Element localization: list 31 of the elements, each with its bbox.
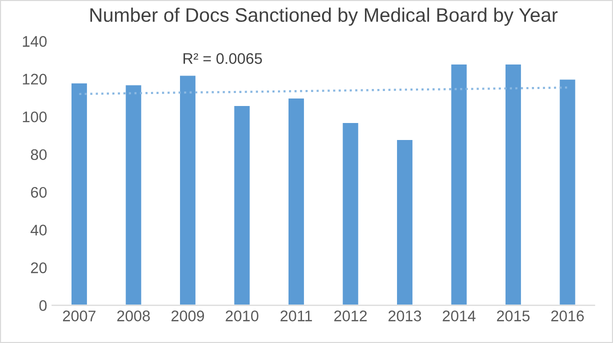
y-tick-label: 0 [39, 300, 47, 311]
bar [450, 63, 468, 306]
y-tick-label: 140 [22, 36, 47, 47]
y-tick-label: 40 [30, 224, 47, 236]
x-tick-label: 2007 [63, 310, 96, 322]
y-tick-label: 20 [31, 262, 47, 274]
bar [178, 74, 197, 306]
bar [124, 84, 143, 306]
line-series [78, 86, 569, 96]
x-tick-label: 2008 [117, 310, 150, 322]
y-tick-label: 80 [30, 149, 47, 160]
y-tick-label: 120 [22, 74, 47, 85]
bar [70, 82, 88, 306]
bar [232, 104, 252, 306]
annotation: R² = 0.0065 [184, 53, 262, 64]
y-tick-label: 100 [22, 111, 47, 122]
bar [504, 63, 522, 306]
x-tick-label: 2012 [334, 310, 367, 322]
x-tick-label: 2014 [442, 310, 476, 322]
bar [287, 97, 306, 306]
x-tick-label: 2013 [388, 310, 422, 322]
bar [341, 122, 360, 306]
x-tick-label: 2009 [172, 310, 204, 322]
x-tick-label: 2016 [551, 310, 584, 322]
x-tick-label: 2015 [497, 310, 530, 322]
x-tick-label: 2011 [280, 310, 312, 322]
chart-title: Number of Docs Sanctioned by Medical Board by Year [90, 8, 558, 26]
y-tick-label: 60 [31, 186, 47, 198]
bar [558, 78, 577, 306]
x-tick-label: 2010 [226, 310, 258, 322]
bar [396, 138, 414, 306]
